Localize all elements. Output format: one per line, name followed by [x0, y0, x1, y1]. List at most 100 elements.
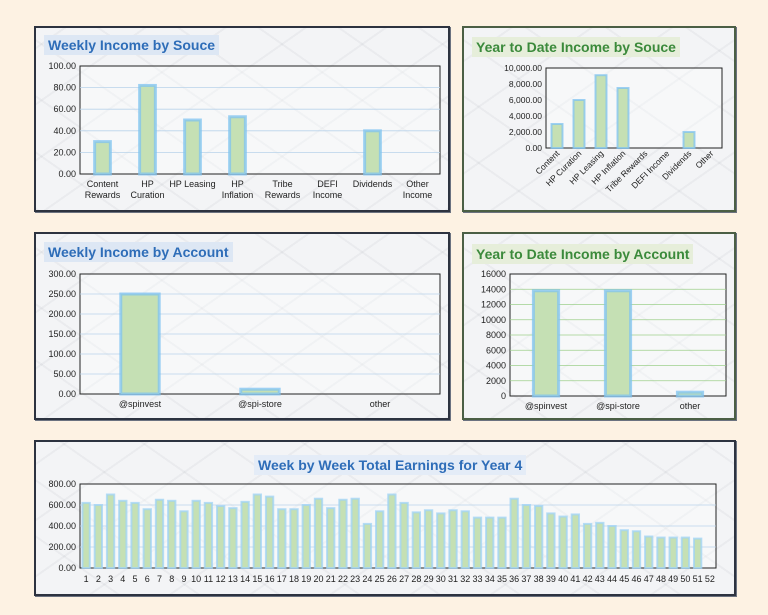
bar	[619, 529, 629, 569]
x-tick-label: 12	[216, 574, 226, 584]
y-tick-label: 800.00	[48, 479, 76, 489]
ytd-income-by-account-panel: Year to Date Income by Account 0 2000 4000…	[462, 232, 736, 420]
x-tick-label: 52	[705, 574, 715, 584]
bar	[264, 495, 275, 569]
x-tick-label: 50	[680, 574, 690, 584]
x-tick-label: other	[370, 399, 391, 409]
panel-background	[36, 234, 448, 418]
bar	[485, 516, 495, 569]
bar	[616, 87, 630, 149]
x-tick-label: 19	[301, 574, 311, 584]
x-tick-label: 17	[277, 574, 287, 584]
x-tick-label: other	[680, 401, 701, 411]
bar	[154, 498, 165, 569]
x-tick-label: 38	[534, 574, 544, 584]
bar	[582, 522, 593, 569]
bar	[531, 289, 561, 398]
bar	[138, 83, 157, 176]
x-tick-label: 4	[120, 574, 125, 584]
x-tick-label: 32	[460, 574, 470, 584]
bar	[362, 522, 373, 569]
y-tick-label: 40.00	[53, 126, 76, 136]
y-tick-label: 6,000.00	[509, 95, 542, 105]
bar	[594, 74, 608, 150]
chart-title: Weekly Income by Souce	[44, 35, 220, 55]
bar	[675, 390, 705, 398]
bar	[603, 289, 633, 398]
x-tick-label: 36	[509, 574, 519, 584]
bar	[203, 501, 214, 569]
bar	[509, 497, 519, 570]
x-tick-label: HP	[141, 179, 154, 189]
x-tick-label: 9	[181, 574, 186, 584]
bar	[387, 493, 397, 569]
chart-title: Year to Date Income by Account	[472, 244, 694, 264]
x-tick-label: 30	[436, 574, 446, 584]
chart-title: Week by Week Total Earnings for Year 4	[254, 455, 527, 475]
bar	[570, 513, 581, 569]
x-tick-label: Content	[87, 179, 119, 189]
y-tick-label: 2,000.00	[509, 127, 542, 137]
y-tick-label: 4000	[486, 361, 506, 371]
bar	[313, 497, 324, 570]
y-tick-label: 8000	[486, 330, 506, 340]
x-tick-label: Income	[313, 190, 343, 200]
x-tick-label: 24	[362, 574, 372, 584]
plot-area	[79, 65, 441, 175]
bar	[338, 498, 348, 569]
y-tick-label: 2000	[486, 376, 506, 386]
x-tick-label: 10	[191, 574, 201, 584]
x-tick-label: 25	[375, 574, 385, 584]
x-tick-label: 20	[313, 574, 323, 584]
y-tick-label: 8,000.00	[509, 79, 542, 89]
y-tick-label: 50.00	[53, 369, 76, 379]
x-tick-label: 11	[204, 574, 213, 584]
x-tick-label: HP	[231, 179, 244, 189]
x-tick-label: 47	[644, 574, 654, 584]
x-tick-label: 5	[133, 574, 138, 584]
bar	[472, 516, 483, 569]
ytd-income-by-source-chart: 0.00 2,000.00 4,000.00 6,000.00 8,000.00 10,0…	[504, 63, 723, 194]
bar	[118, 499, 128, 569]
bar	[105, 493, 116, 569]
x-tick-label: 31	[448, 574, 458, 584]
bar	[550, 123, 564, 149]
x-tick-label: 16	[265, 574, 275, 584]
weekly-income-by-source-panel: Weekly Income by Souce 0.00 20.00 40.00 60.…	[34, 26, 450, 212]
x-tick-label: @spinvest	[119, 399, 162, 409]
weekly-income-by-source-chart: 0.0020.0040.0060.0080.00100.00ContentRew…	[48, 61, 441, 200]
bar	[363, 129, 382, 176]
bar	[680, 536, 691, 570]
y-tick-label: 12000	[481, 300, 506, 310]
chart-title: Weekly Income by Account	[44, 242, 233, 262]
x-tick-label: 14	[240, 574, 250, 584]
y-tick-label: 0.00	[525, 143, 542, 153]
bar	[656, 536, 666, 570]
y-tick-label: 0.00	[58, 389, 76, 399]
x-tick-label: 13	[228, 574, 238, 584]
x-tick-label: 26	[387, 574, 397, 584]
y-tick-label: 100.00	[48, 61, 76, 71]
x-tick-label: Income	[403, 190, 433, 200]
x-tick-label: Curation	[130, 190, 164, 200]
x-tick-label: 22	[338, 574, 348, 584]
x-tick-label: @spi-store	[238, 399, 282, 409]
chart-title: Year to Date Income by Souce	[472, 37, 680, 57]
panel-background	[464, 234, 734, 418]
y-tick-label: 10000	[481, 315, 506, 325]
bar	[119, 292, 161, 396]
weekly-income-by-account-chart: 0.00 50.00 100.00 150.00 200.00 250.00 300.00 @…	[48, 269, 441, 409]
y-tick-label: 20.00	[53, 147, 76, 157]
bar	[423, 509, 434, 569]
y-tick-label: 0.00	[58, 169, 76, 179]
x-tick-label: 2	[96, 574, 101, 584]
x-tick-label: Other	[693, 148, 715, 170]
x-tick-label: @spinvest	[525, 401, 568, 411]
bar	[301, 504, 311, 569]
bar	[142, 508, 152, 569]
bar	[93, 504, 104, 569]
x-tick-label: Tribe	[272, 179, 292, 189]
bar	[350, 497, 360, 570]
y-tick-label: 14000	[481, 284, 506, 294]
